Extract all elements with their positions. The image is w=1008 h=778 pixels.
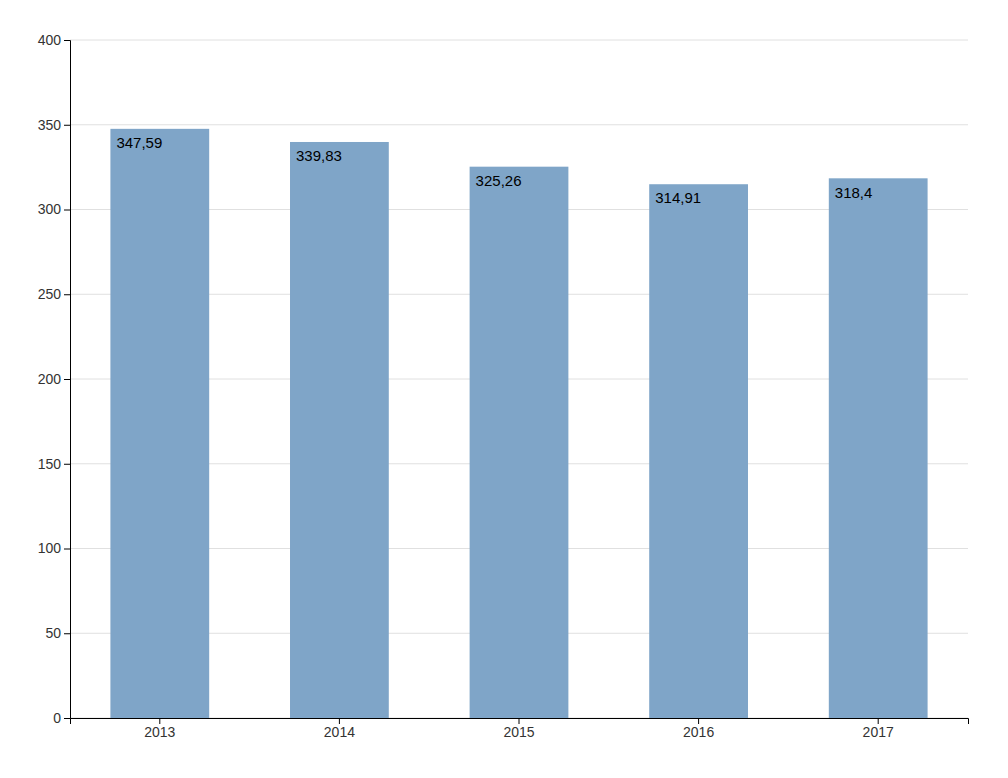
plot: 2013 2014 2015 2016 2017 0 50 100 150 200 250 300 35… — [38, 32, 969, 740]
data-label: 314,91 — [655, 189, 701, 206]
y-tick: 400 — [38, 32, 70, 48]
x-axis: 2013 2014 2015 2016 2017 — [71, 718, 969, 740]
y-tick: 0 — [53, 710, 70, 726]
x-tick-label: 2014 — [324, 724, 355, 740]
bar — [649, 184, 748, 718]
data-label: 325,26 — [476, 172, 522, 189]
y-tick: 200 — [38, 371, 70, 387]
y-tick-mark — [64, 718, 70, 719]
y-tick-label: 200 — [38, 371, 62, 387]
y-tick-mark — [64, 210, 70, 211]
y-tick-label: 350 — [38, 117, 62, 133]
data-label: 339,83 — [296, 147, 342, 164]
x-tick-label: 2016 — [683, 724, 714, 740]
y-tick: 250 — [38, 286, 70, 302]
bars — [110, 129, 927, 718]
bar — [110, 129, 209, 718]
y-tick: 100 — [38, 540, 70, 556]
y-tick-mark — [64, 294, 70, 295]
bar — [829, 178, 928, 718]
x-tick: 2017 — [863, 718, 894, 740]
y-tick-label: 300 — [38, 201, 62, 217]
x-tick-label: 2013 — [144, 724, 175, 740]
x-tick: 2013 — [144, 718, 175, 740]
y-tick-label: 400 — [38, 32, 62, 48]
y-tick: 150 — [38, 456, 70, 472]
y-tick: 50 — [45, 625, 70, 641]
data-label: 347,59 — [116, 134, 162, 151]
y-tick-label: 100 — [38, 540, 62, 556]
y-tick-mark — [64, 549, 70, 550]
y-tick-mark — [64, 633, 70, 634]
y-tick-mark — [64, 40, 70, 41]
y-tick-mark — [64, 125, 70, 126]
data-labels: 347,59 339,83 325,26 314,91 318,4 — [116, 134, 872, 206]
y-tick-label: 250 — [38, 286, 62, 302]
x-tick: 2015 — [503, 718, 534, 740]
bar — [470, 167, 569, 718]
x-tick: 2016 — [683, 718, 714, 740]
y-tick-mark — [64, 379, 70, 380]
y-tick-label: 50 — [45, 625, 61, 641]
bar — [290, 142, 389, 718]
y-tick-mark — [64, 464, 70, 465]
grid-line — [70, 40, 968, 41]
y-tick: 350 — [38, 117, 70, 133]
chart-svg: 2013 2014 2015 2016 2017 0 50 100 150 200 250 300 35… — [0, 0, 1008, 778]
y-tick-label: 150 — [38, 456, 62, 472]
data-label: 318,4 — [835, 184, 873, 201]
x-tick-label: 2015 — [503, 724, 534, 740]
x-tick: 2014 — [324, 718, 355, 740]
y-tick-label: 0 — [53, 710, 61, 726]
y-tick: 300 — [38, 201, 70, 217]
grid — [70, 40, 968, 718]
x-tick-label: 2017 — [863, 724, 894, 740]
y-axis-line — [64, 41, 71, 719]
grid-line — [70, 124, 968, 125]
y-axis: 0 50 100 150 200 250 300 350 400 — [38, 32, 71, 726]
